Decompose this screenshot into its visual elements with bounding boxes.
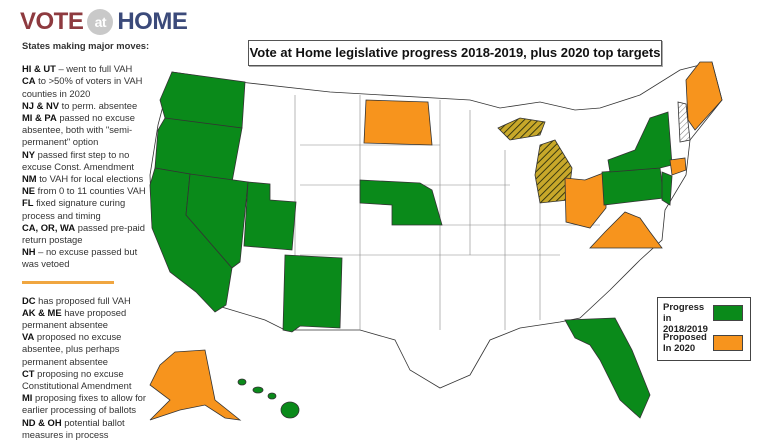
state-fl: [564, 317, 651, 419]
state-mi-upper: [497, 117, 546, 141]
sidebar-notes: States making major moves: HI & UT – wen…: [22, 40, 152, 441]
note-item: ND & OH potential ballot measures in pro…: [22, 417, 152, 441]
note-item: NH – no excuse passed but was vetoed: [22, 246, 152, 270]
note-states: VA: [22, 331, 35, 343]
note-text: proposing fixes to allow for earlier pro…: [22, 392, 147, 416]
map-legend: Progress in 2018/2019 Proposed In 2020: [657, 297, 751, 361]
note-item: NE from 0 to 11 counties VAH: [22, 185, 152, 197]
note-states: CA: [22, 75, 36, 87]
state-nm: [282, 254, 343, 333]
legend-progress: Progress in 2018/2019: [663, 302, 747, 335]
note-states: CA, OR, WA: [22, 221, 76, 233]
note-item: NJ & NV to perm. absentee: [22, 100, 152, 112]
state-ak: [149, 349, 242, 421]
state-me: [685, 61, 723, 131]
note-text: have proposed permanent absentee: [22, 306, 127, 331]
note-text: to >50% of voters in VAH counties in 202…: [22, 75, 143, 99]
vote-at-home-logo: VOTE at HOME: [20, 8, 188, 36]
note-states: CT: [22, 367, 35, 379]
state-nh: [677, 101, 691, 143]
note-text: proposing no excuse Constitutional Amend…: [22, 367, 132, 392]
proposed-list: DC has proposed full VAH AK & ME have pro…: [22, 295, 152, 441]
state-ne: [359, 179, 443, 226]
note-text: passed pre-paid return postage: [22, 221, 145, 246]
note-text: proposed no excuse absentee, plus perhap…: [22, 331, 122, 367]
state-ut: [243, 181, 297, 251]
note-text: from 0 to 11 counties VAH: [35, 185, 146, 197]
note-item: AK & ME have proposed permanent absentee: [22, 307, 152, 331]
note-text: passed first step to no excuse Const. Am…: [22, 148, 135, 172]
note-states: NH: [22, 246, 36, 258]
note-states: ND & OH: [22, 416, 62, 428]
state-pa: [601, 167, 665, 206]
state-ct: [669, 157, 687, 176]
logo-at: at: [87, 9, 114, 35]
state-nj: [661, 171, 673, 206]
note-states: FL: [22, 197, 34, 209]
note-states: NY: [22, 148, 36, 160]
note-item: VA proposed no excuse absentee, plus per…: [22, 331, 152, 368]
note-item: NY passed first step to no excuse Const.…: [22, 149, 152, 173]
divider: [22, 280, 114, 284]
note-item: CA to >50% of voters in VAH counties in …: [22, 75, 152, 99]
note-states: NJ & NV: [22, 99, 59, 111]
map-title: Vote at Home legislative progress 2018-2…: [248, 40, 662, 66]
note-states: HI & UT: [22, 63, 56, 75]
note-text: has proposed full VAH: [35, 294, 131, 306]
state-nd: [363, 99, 433, 146]
state-va: [589, 211, 663, 249]
legend-progress-swatch: [713, 305, 743, 321]
note-text: – went to full VAH: [55, 63, 133, 75]
note-states: AK & ME: [22, 306, 62, 318]
sidebar-heading: States making major moves:: [22, 40, 150, 51]
note-text: potential ballot measures in process: [22, 416, 125, 440]
note-item: HI & UT – went to full VAH: [22, 63, 152, 75]
logo-vote: VOTE: [20, 8, 84, 35]
legend-proposed: Proposed In 2020: [663, 332, 747, 354]
note-text: to VAH for local elections: [36, 173, 144, 185]
note-states: NM: [22, 173, 37, 185]
logo-home: HOME: [117, 8, 188, 35]
note-item: FL fixed signature curing process and ti…: [22, 197, 152, 221]
state-hi: [237, 378, 300, 419]
state-ny: [607, 111, 673, 173]
note-item: CA, OR, WA passed pre-paid return postag…: [22, 222, 152, 246]
progress-list: HI & UT – went to full VAH CA to >50% of …: [22, 63, 152, 270]
note-item: MI & PA passed no excuse absentee, both …: [22, 112, 152, 149]
note-states: NE: [22, 185, 36, 197]
note-item: CT proposing no excuse Constitutional Am…: [22, 368, 152, 392]
state-oh: [564, 171, 607, 229]
legend-proposed-label: Proposed In 2020: [663, 332, 707, 354]
legend-progress-label: Progress in 2018/2019: [663, 302, 708, 335]
note-text: fixed signature curing process and timin…: [22, 197, 126, 221]
note-states: MI: [22, 392, 33, 404]
note-item: NM to VAH for local elections: [22, 173, 152, 185]
note-text: passed no excuse absentee, both with "se…: [22, 112, 135, 148]
note-item: MI proposing fixes to allow for earlier …: [22, 392, 152, 416]
note-item: DC has proposed full VAH: [22, 295, 152, 307]
note-states: MI & PA: [22, 112, 57, 124]
note-text: to perm. absentee: [59, 99, 138, 111]
state-nv: [185, 173, 249, 269]
note-text: – no excuse passed but was vetoed: [22, 246, 138, 270]
legend-proposed-swatch: [713, 335, 743, 351]
note-states: DC: [22, 294, 36, 306]
